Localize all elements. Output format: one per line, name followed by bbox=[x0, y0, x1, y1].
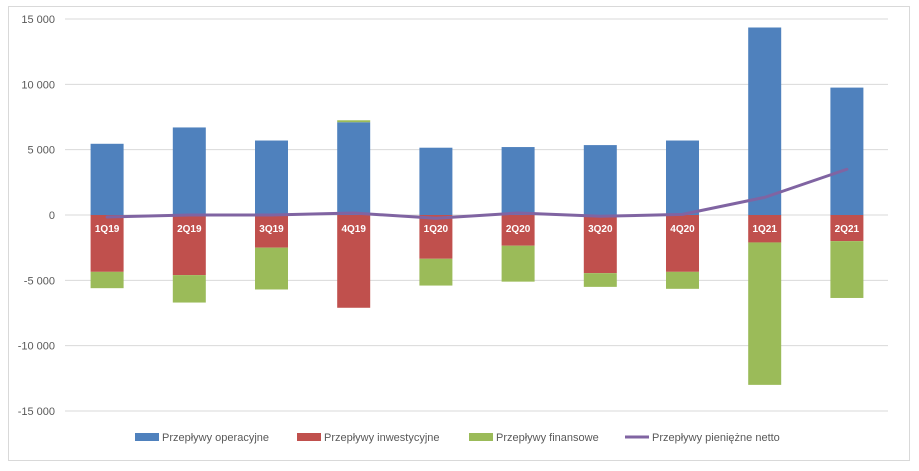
bar-segment bbox=[583, 273, 617, 287]
bar-segment bbox=[419, 215, 453, 259]
bar-segment bbox=[830, 241, 864, 298]
category-label: 2Q21 bbox=[835, 224, 860, 235]
legend-label: Przepływy pieniężne netto bbox=[652, 432, 780, 444]
category-label: 1Q19 bbox=[95, 224, 120, 235]
bar-segment bbox=[666, 271, 699, 289]
legend-swatch bbox=[297, 433, 321, 441]
bar-segment bbox=[830, 87, 864, 215]
bar-segment bbox=[337, 215, 371, 308]
bar-segment bbox=[501, 215, 535, 246]
bar-segment bbox=[583, 145, 617, 215]
bar-segment bbox=[666, 140, 699, 215]
y-tick-label: -15 000 bbox=[18, 406, 55, 418]
category-label: 2Q20 bbox=[506, 224, 531, 235]
y-tick-label: 0 bbox=[49, 210, 55, 222]
bar-segment bbox=[90, 143, 124, 215]
bar-segment bbox=[748, 27, 782, 216]
legend-swatch bbox=[469, 433, 493, 441]
bar-segment bbox=[255, 140, 288, 215]
bar-segment bbox=[583, 215, 617, 274]
bar-segment bbox=[666, 215, 699, 272]
bar-segment bbox=[255, 215, 288, 248]
category-label: 3Q19 bbox=[259, 224, 284, 235]
chart-frame bbox=[8, 6, 910, 461]
y-tick-label: 5 000 bbox=[27, 145, 55, 157]
category-label: 1Q21 bbox=[752, 224, 777, 235]
net-flow-line bbox=[105, 167, 849, 220]
y-tick-label: 10 000 bbox=[21, 79, 55, 91]
bar-segment bbox=[501, 245, 535, 282]
bar-segment bbox=[337, 122, 371, 215]
bar-segment bbox=[172, 215, 206, 276]
bar-segment bbox=[501, 147, 535, 215]
bar-segment bbox=[172, 127, 206, 215]
bar-segment bbox=[748, 242, 782, 385]
bar-segment bbox=[90, 271, 124, 289]
category-label: 1Q20 bbox=[424, 224, 449, 235]
y-tick-label: -5 000 bbox=[24, 275, 55, 287]
y-tick-label: 15 000 bbox=[21, 14, 55, 26]
legend-swatch bbox=[135, 433, 159, 441]
bar-segment bbox=[748, 215, 782, 243]
category-label: 4Q19 bbox=[341, 224, 366, 235]
bar-segment bbox=[337, 120, 371, 123]
bar-segment bbox=[419, 147, 453, 215]
category-label: 3Q20 bbox=[588, 224, 613, 235]
legend-label: Przepływy finansowe bbox=[496, 432, 599, 444]
bar-segment bbox=[255, 247, 288, 290]
bar-segment bbox=[419, 258, 453, 286]
bar-segment bbox=[172, 275, 206, 303]
legend-label: Przepływy inwestycyjne bbox=[324, 432, 440, 444]
category-label: 4Q20 bbox=[670, 224, 695, 235]
bar-segment bbox=[830, 215, 864, 242]
y-tick-label: -10 000 bbox=[18, 341, 55, 353]
category-label: 2Q19 bbox=[177, 224, 202, 235]
bar-segment bbox=[90, 215, 124, 272]
legend-label: Przepływy operacyjne bbox=[162, 432, 269, 444]
